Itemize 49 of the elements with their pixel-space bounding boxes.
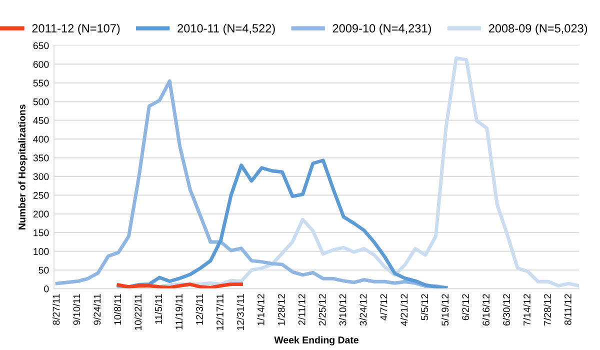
y-axis-title: Number of Hospitalizations	[18, 104, 28, 230]
x-tick-label: 2/25/12	[318, 294, 326, 326]
x-tick-label: 8/11/12	[564, 294, 572, 325]
x-axis-title: Week Ending Date	[274, 336, 358, 346]
y-tick-label: 200	[33, 210, 49, 218]
x-tick-label: 5/5/12	[420, 294, 428, 320]
x-tick-label: 2/11/12	[298, 294, 306, 325]
x-tick-label: 10/22/11	[134, 294, 142, 330]
x-tick-label: 1/28/12	[278, 294, 285, 326]
x-tick-label: 11/19/11	[175, 294, 182, 330]
y-tick-label: 350	[33, 154, 49, 162]
x-tick-label: 6/2/12	[462, 294, 470, 320]
y-tick-label: 600	[33, 60, 49, 68]
y-tick-label: 300	[33, 173, 49, 180]
x-tick-label: 6/30/12	[502, 294, 510, 326]
y-tick-label: 100	[34, 248, 49, 255]
x-tick-label: 8/27/11	[52, 294, 60, 325]
x-tick-label: 3/10/12	[339, 294, 346, 326]
y-tick-label: 650	[33, 42, 49, 50]
y-tick-label: 550	[33, 80, 49, 87]
y-tick-label: 450	[33, 117, 49, 124]
x-tick-label: 9/10/11	[73, 294, 80, 325]
x-tick-label: 11/5/11	[154, 294, 162, 324]
x-tick-label: 12/31/11	[236, 294, 244, 330]
x-tick-label: 12/3/11	[196, 294, 203, 325]
x-tick-label: 6/16/12	[482, 294, 490, 326]
legend-label: 2011-12 (N=107)	[32, 24, 120, 35]
y-tick-label: 400	[33, 136, 49, 143]
x-tick-label: 10/8/11	[114, 294, 122, 325]
x-tick-label: 7/14/12	[523, 294, 530, 326]
x-tick-label: 1/14/12	[257, 294, 264, 326]
y-tick-label: 0	[44, 285, 49, 292]
legend-label: 2009-10 (N=4,231)	[332, 24, 431, 35]
legend-label: 2010-11 (N=4,522)	[178, 24, 275, 35]
x-tick-label: 9/24/11	[93, 294, 101, 325]
x-tick-label: 3/24/12	[360, 294, 367, 326]
y-tick-label: 500	[33, 98, 49, 106]
x-tick-label: 5/19/12	[441, 294, 449, 326]
x-tick-label: 12/17/11	[216, 294, 224, 330]
line-series	[116, 56, 579, 289]
legend-label: 2008-09 (N=5,023)	[488, 24, 588, 35]
line-series	[55, 79, 448, 289]
y-tick-label: 250	[33, 192, 49, 199]
x-tick-label: 7/28/12	[544, 294, 551, 326]
x-tick-label: 4/21/12	[400, 294, 408, 326]
x-tick-label: 4/7/12	[380, 294, 388, 320]
line-series	[116, 158, 448, 289]
y-tick-label: 150	[34, 229, 49, 236]
y-tick-label: 50	[38, 266, 49, 274]
